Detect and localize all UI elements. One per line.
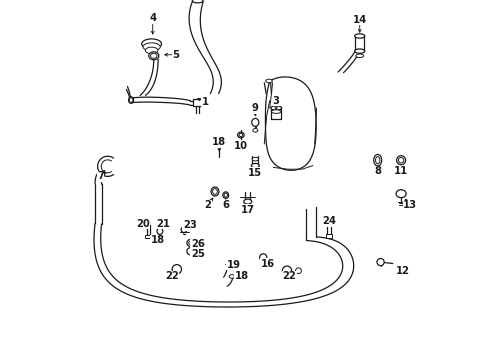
Text: 18: 18 xyxy=(212,137,226,147)
Text: 6: 6 xyxy=(222,200,228,210)
Circle shape xyxy=(186,248,194,255)
Text: 22: 22 xyxy=(164,271,178,282)
Text: 4: 4 xyxy=(149,13,156,23)
Ellipse shape xyxy=(354,49,364,53)
Text: 18: 18 xyxy=(234,271,248,282)
Text: 22: 22 xyxy=(282,271,296,282)
Text: 10: 10 xyxy=(233,141,247,151)
Text: 23: 23 xyxy=(183,220,196,230)
Circle shape xyxy=(282,266,291,275)
Ellipse shape xyxy=(396,156,405,165)
Text: 16: 16 xyxy=(260,258,274,269)
Ellipse shape xyxy=(128,97,133,103)
Ellipse shape xyxy=(270,106,281,110)
Ellipse shape xyxy=(151,239,156,242)
Bar xyxy=(193,99,202,106)
Circle shape xyxy=(186,239,194,247)
Ellipse shape xyxy=(142,39,161,49)
Text: 14: 14 xyxy=(352,15,366,25)
Ellipse shape xyxy=(158,237,162,240)
Text: 26: 26 xyxy=(190,239,204,249)
Text: 8: 8 xyxy=(373,166,381,176)
Text: 19: 19 xyxy=(226,260,240,270)
Ellipse shape xyxy=(251,118,258,126)
Ellipse shape xyxy=(354,34,364,38)
Circle shape xyxy=(188,241,192,245)
Ellipse shape xyxy=(129,98,133,102)
Text: 5: 5 xyxy=(172,50,179,60)
Text: 18: 18 xyxy=(150,235,164,246)
Text: 13: 13 xyxy=(402,200,416,210)
Circle shape xyxy=(295,268,301,274)
Bar xyxy=(145,235,151,238)
Ellipse shape xyxy=(157,228,163,234)
Text: 12: 12 xyxy=(395,266,409,276)
Ellipse shape xyxy=(251,163,259,168)
Ellipse shape xyxy=(181,227,186,233)
Ellipse shape xyxy=(395,190,406,198)
Ellipse shape xyxy=(223,192,228,198)
Ellipse shape xyxy=(376,258,384,266)
Ellipse shape xyxy=(271,110,280,113)
Ellipse shape xyxy=(373,154,381,166)
Ellipse shape xyxy=(375,157,379,164)
Ellipse shape xyxy=(211,187,219,196)
Text: 11: 11 xyxy=(393,166,407,176)
Ellipse shape xyxy=(148,52,159,60)
Text: 15: 15 xyxy=(248,168,262,178)
Text: 9: 9 xyxy=(251,103,258,113)
Ellipse shape xyxy=(142,43,160,51)
Circle shape xyxy=(172,265,181,274)
Text: 20: 20 xyxy=(136,219,149,229)
Ellipse shape xyxy=(355,54,363,58)
Ellipse shape xyxy=(398,158,403,163)
Text: 17: 17 xyxy=(240,204,254,215)
Circle shape xyxy=(259,254,266,261)
Ellipse shape xyxy=(252,129,257,132)
Text: 2: 2 xyxy=(204,200,211,210)
Ellipse shape xyxy=(212,189,217,194)
Ellipse shape xyxy=(192,0,203,3)
Ellipse shape xyxy=(229,275,234,278)
Text: 3: 3 xyxy=(272,96,279,106)
Text: 7: 7 xyxy=(97,171,104,181)
Text: 1: 1 xyxy=(201,96,208,107)
Text: 24: 24 xyxy=(322,216,335,226)
Ellipse shape xyxy=(145,47,158,54)
Ellipse shape xyxy=(265,79,272,83)
Ellipse shape xyxy=(239,133,242,136)
Ellipse shape xyxy=(237,132,244,138)
Ellipse shape xyxy=(251,157,258,161)
Ellipse shape xyxy=(150,53,157,58)
Ellipse shape xyxy=(244,199,251,204)
Text: 21: 21 xyxy=(156,219,170,229)
Bar xyxy=(325,234,332,238)
Ellipse shape xyxy=(224,193,227,197)
Text: 25: 25 xyxy=(190,249,204,259)
